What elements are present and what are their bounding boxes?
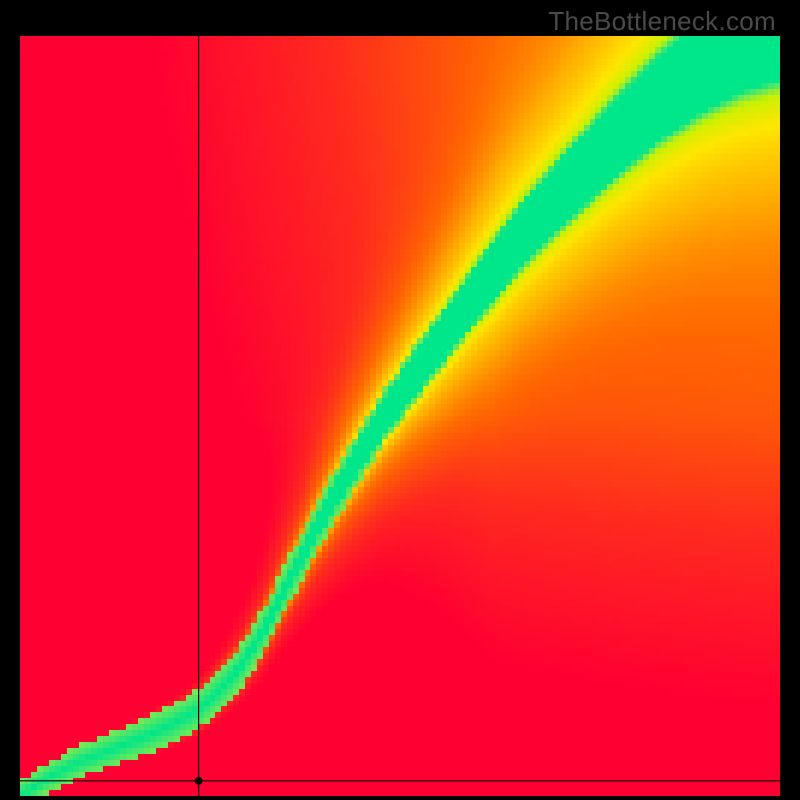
chart-container: TheBottleneck.com	[0, 0, 800, 800]
watermark-text: TheBottleneck.com	[548, 6, 776, 37]
bottleneck-heatmap	[20, 36, 780, 796]
